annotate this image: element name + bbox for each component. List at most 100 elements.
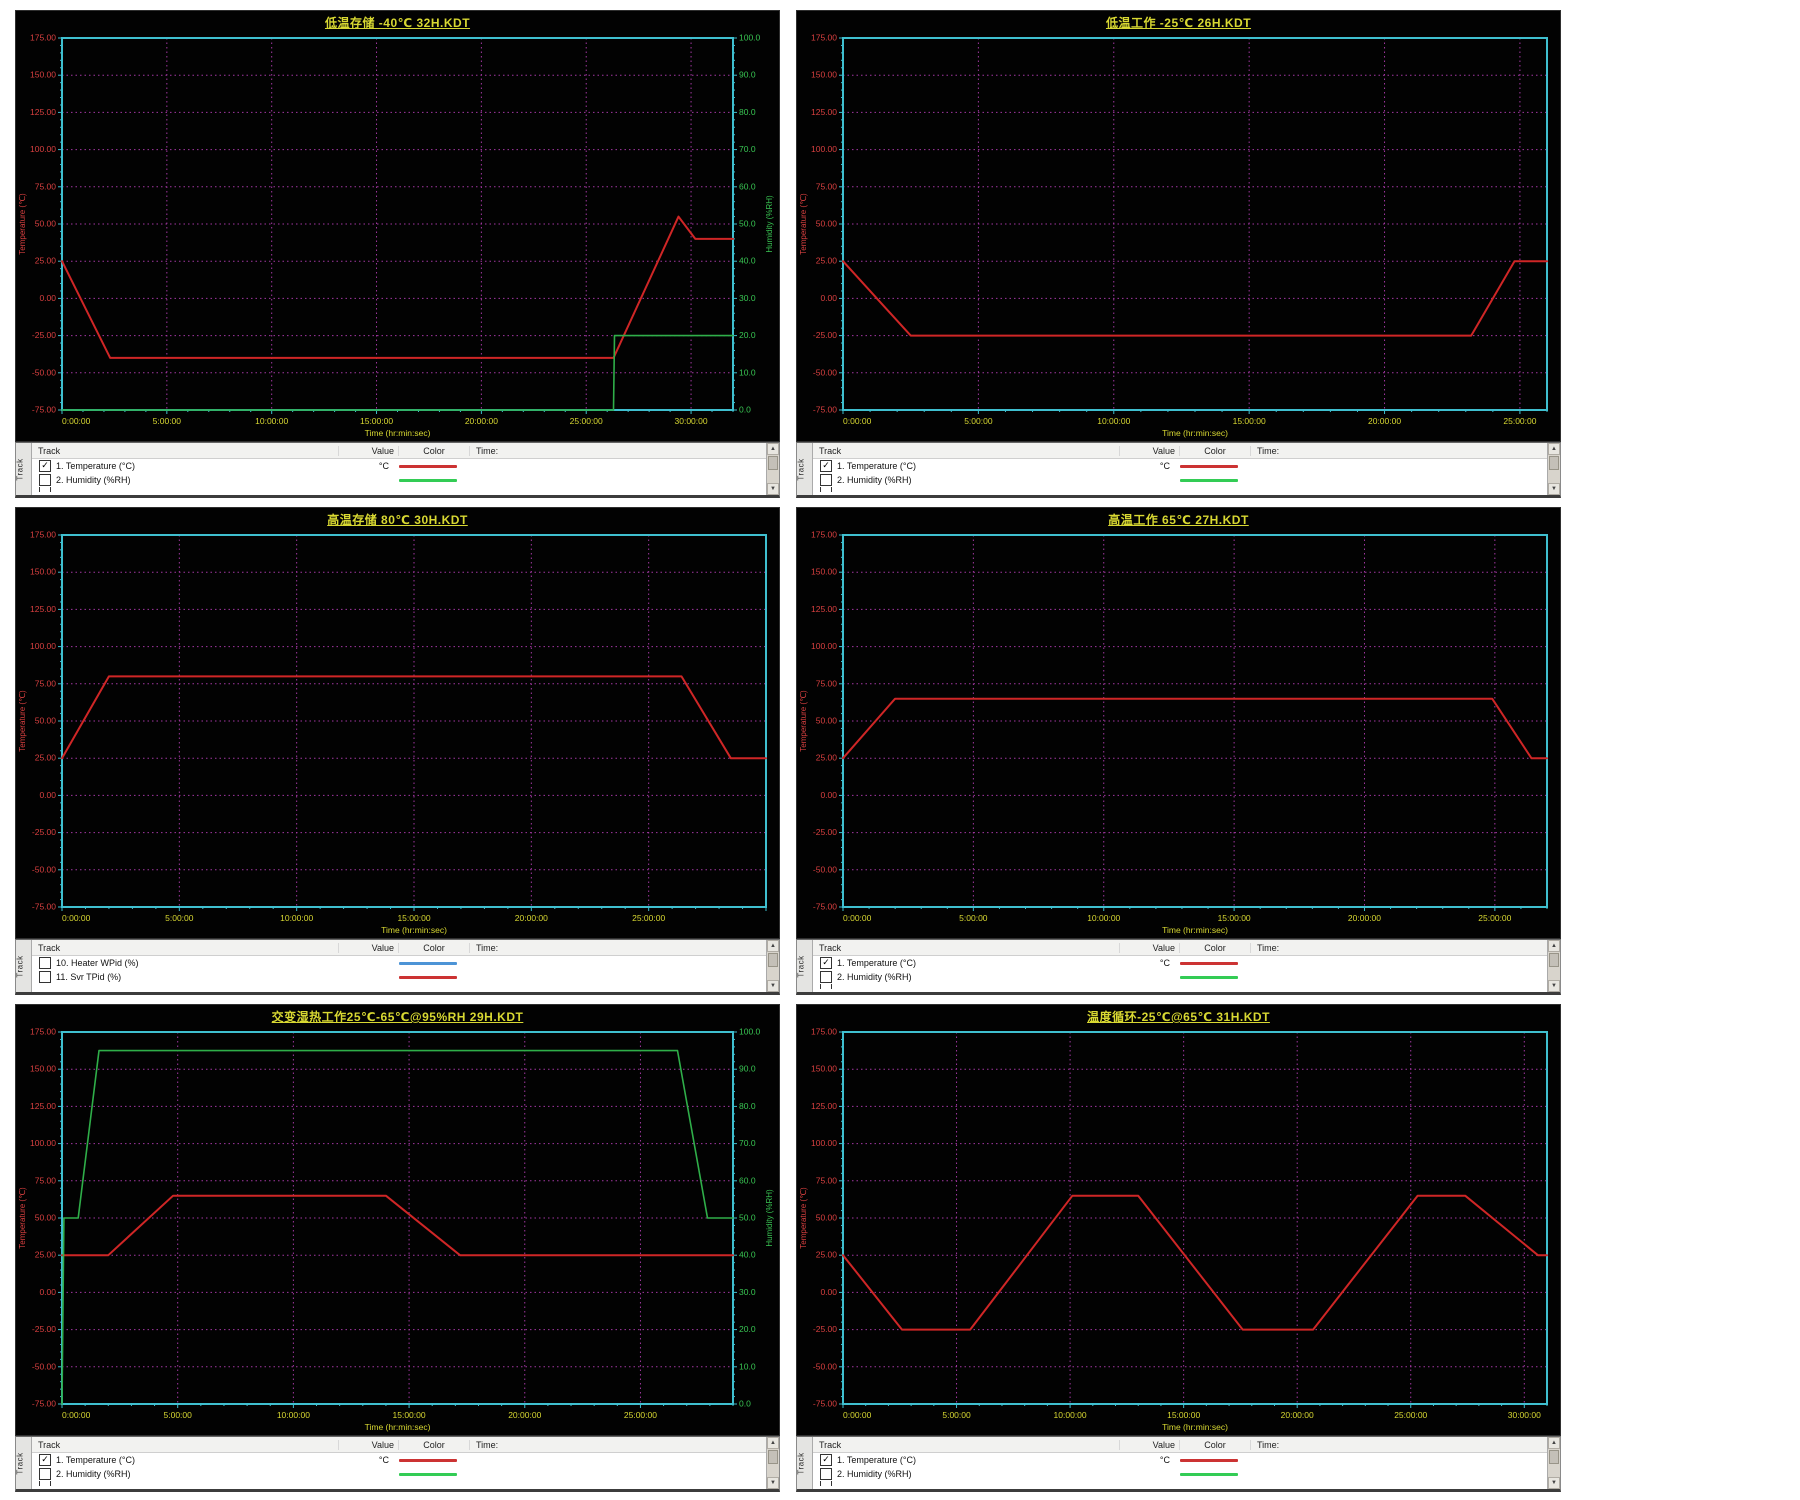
chart-panel: 交变湿热工作25℃-65℃@95%RH 29H.KDT 175.00 150.00… bbox=[15, 1004, 780, 1492]
x-axis-label: Time (hr:min:sec) bbox=[1162, 1422, 1228, 1432]
checkbox-checked[interactable]: ✓ bbox=[820, 1454, 832, 1466]
svg-text:175.00: 175.00 bbox=[811, 33, 837, 43]
checkbox-unchecked[interactable] bbox=[820, 1481, 832, 1486]
scroll-up-button[interactable]: ▲ bbox=[1548, 1437, 1560, 1449]
legend-row[interactable]: 2. Humidity (%RH) bbox=[32, 1467, 766, 1481]
legend-row[interactable]: ✓ 1. Temperature (°C) °C bbox=[813, 459, 1547, 473]
scrollbar-track[interactable] bbox=[1548, 1449, 1560, 1477]
color-swatch bbox=[399, 1458, 457, 1462]
checkbox-unchecked[interactable] bbox=[820, 971, 832, 983]
checkbox-unchecked[interactable] bbox=[39, 487, 51, 492]
checkbox-checked[interactable]: ✓ bbox=[39, 460, 51, 472]
legend-row[interactable]: 2. Humidity (%RH) bbox=[813, 970, 1547, 984]
legend-row-partial[interactable] bbox=[32, 487, 766, 492]
checkbox-unchecked[interactable] bbox=[39, 957, 51, 969]
legend-row[interactable]: ✓ 1. Temperature (°C) °C bbox=[32, 1453, 766, 1467]
legend-row[interactable]: 2. Humidity (%RH) bbox=[813, 473, 1547, 487]
checkbox-checked[interactable]: ✓ bbox=[39, 1454, 51, 1466]
scroll-up-button[interactable]: ▲ bbox=[1548, 443, 1560, 455]
x-axis-label: Time (hr:min:sec) bbox=[1162, 428, 1228, 438]
track-label: 2. Humidity (%RH) bbox=[837, 972, 912, 982]
scroll-up-button[interactable]: ▲ bbox=[767, 1437, 779, 1449]
scroll-up-button[interactable]: ▲ bbox=[1548, 940, 1560, 952]
plot-canvas: 175.00 150.00 125.00 100.00 75.00 50.00 25.00 0… bbox=[18, 33, 774, 438]
checkbox-unchecked[interactable] bbox=[820, 1468, 832, 1480]
scrollbar-track[interactable] bbox=[1548, 455, 1560, 483]
svg-text:0.00: 0.00 bbox=[820, 790, 837, 800]
svg-text:0.00: 0.00 bbox=[39, 1287, 56, 1297]
legend-header: Track Value Color Time: bbox=[32, 940, 766, 956]
legend-rows: ✓ 1. Temperature (°C) °C 2. Humidity (%RH) bbox=[32, 459, 766, 495]
svg-text:10.0: 10.0 bbox=[739, 367, 756, 377]
scroll-up-button[interactable]: ▲ bbox=[767, 443, 779, 455]
scroll-down-button[interactable]: ▼ bbox=[767, 980, 779, 992]
legend-row-partial[interactable] bbox=[813, 1481, 1547, 1486]
checkbox-unchecked[interactable] bbox=[39, 971, 51, 983]
scrollbar-thumb[interactable] bbox=[1549, 953, 1559, 967]
legend-row[interactable]: ✓ 1. Temperature (°C) °C bbox=[32, 459, 766, 473]
checkbox-checked[interactable]: ✓ bbox=[820, 957, 832, 969]
legend-row[interactable]: 11. Svr TPid (%) bbox=[32, 970, 766, 984]
checkbox-unchecked[interactable] bbox=[820, 984, 832, 989]
checkbox-unchecked[interactable] bbox=[39, 1481, 51, 1486]
track-tab[interactable]: Track bbox=[797, 940, 813, 992]
svg-text:150.00: 150.00 bbox=[811, 1064, 837, 1074]
scroll-down-button[interactable]: ▼ bbox=[1548, 980, 1560, 992]
scrollbar-track[interactable] bbox=[1548, 952, 1560, 980]
legend-col-color: Color bbox=[399, 1439, 470, 1450]
legend-col-color: Color bbox=[1180, 1439, 1251, 1450]
legend-scrollbar[interactable]: ▲ ▼ bbox=[766, 1437, 779, 1489]
scrollbar-track[interactable] bbox=[767, 1449, 779, 1477]
svg-text:25.00: 25.00 bbox=[816, 1250, 838, 1260]
checkbox-unchecked[interactable] bbox=[820, 487, 832, 492]
checkbox-checked[interactable]: ✓ bbox=[820, 460, 832, 472]
svg-text:-75.00: -75.00 bbox=[32, 1399, 56, 1409]
legend-row[interactable]: 2. Humidity (%RH) bbox=[32, 473, 766, 487]
legend-row-partial[interactable] bbox=[32, 1481, 766, 1486]
scroll-down-button[interactable]: ▼ bbox=[767, 483, 779, 495]
legend-scrollbar[interactable]: ▲ ▼ bbox=[766, 940, 779, 992]
legend-col-track: Track bbox=[32, 1439, 339, 1450]
legend-row[interactable]: 2. Humidity (%RH) bbox=[813, 1467, 1547, 1481]
scroll-up-button[interactable]: ▲ bbox=[767, 940, 779, 952]
svg-text:125.00: 125.00 bbox=[30, 604, 56, 614]
track-tab[interactable]: Track bbox=[16, 1437, 32, 1489]
scrollbar-thumb[interactable] bbox=[768, 1450, 778, 1464]
legend-row[interactable]: ✓ 1. Temperature (°C) °C bbox=[813, 1453, 1547, 1467]
scroll-down-button[interactable]: ▼ bbox=[1548, 483, 1560, 495]
scrollbar-track[interactable] bbox=[767, 952, 779, 980]
scroll-down-button[interactable]: ▼ bbox=[767, 1477, 779, 1489]
track-value: °C bbox=[378, 1455, 389, 1465]
y-axis-label-left: Temperature (℃) bbox=[799, 193, 808, 255]
scrollbar-thumb[interactable] bbox=[768, 953, 778, 967]
svg-text:-25.00: -25.00 bbox=[32, 330, 56, 340]
legend-row[interactable]: 10. Heater WPid (%) bbox=[32, 956, 766, 970]
track-tab[interactable]: Track bbox=[16, 443, 32, 495]
track-tab[interactable]: Track bbox=[16, 940, 32, 992]
legend-row-partial[interactable] bbox=[813, 487, 1547, 492]
scrollbar-track[interactable] bbox=[767, 455, 779, 483]
track-tab[interactable]: Track bbox=[797, 1437, 813, 1489]
checkbox-unchecked[interactable] bbox=[39, 1468, 51, 1480]
legend-col-track: Track bbox=[32, 445, 339, 456]
scroll-down-button[interactable]: ▼ bbox=[1548, 1477, 1560, 1489]
legend-scrollbar[interactable]: ▲ ▼ bbox=[766, 443, 779, 495]
svg-text:0.00: 0.00 bbox=[820, 293, 837, 303]
legend-rows: ✓ 1. Temperature (°C) °C 2. Humidity (%RH) bbox=[813, 956, 1547, 992]
legend-scrollbar[interactable]: ▲ ▼ bbox=[1547, 940, 1560, 992]
track-tab[interactable]: Track bbox=[797, 443, 813, 495]
svg-text:100.00: 100.00 bbox=[30, 144, 56, 154]
scrollbar-thumb[interactable] bbox=[1549, 1450, 1559, 1464]
svg-text:-25.00: -25.00 bbox=[813, 330, 837, 340]
checkbox-unchecked[interactable] bbox=[39, 474, 51, 486]
legend-row[interactable]: ✓ 1. Temperature (°C) °C bbox=[813, 956, 1547, 970]
legend-col-time: Time: bbox=[1257, 1439, 1280, 1450]
legend-scrollbar[interactable]: ▲ ▼ bbox=[1547, 443, 1560, 495]
chart-title: 低温工作 -25℃ 26H.KDT bbox=[1105, 16, 1252, 30]
legend-row-partial[interactable] bbox=[813, 984, 1547, 989]
scrollbar-thumb[interactable] bbox=[768, 456, 778, 470]
scrollbar-thumb[interactable] bbox=[1549, 456, 1559, 470]
track-tab-label: Track bbox=[15, 458, 25, 481]
checkbox-unchecked[interactable] bbox=[820, 474, 832, 486]
legend-scrollbar[interactable]: ▲ ▼ bbox=[1547, 1437, 1560, 1489]
